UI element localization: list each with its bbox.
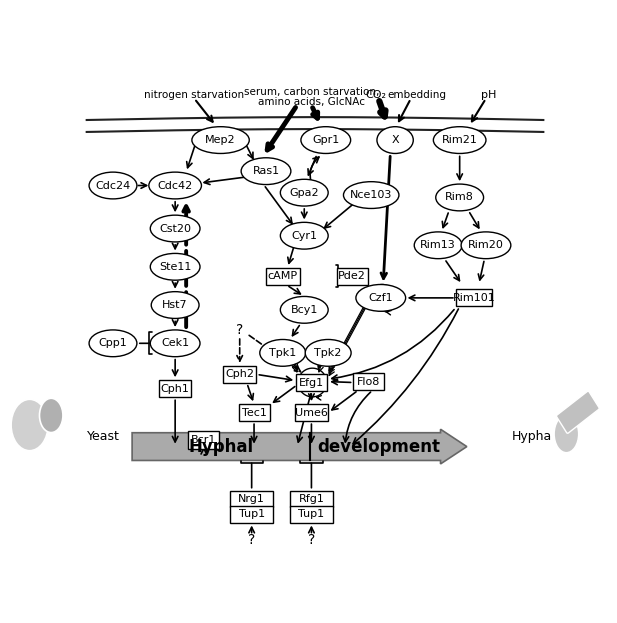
FancyBboxPatch shape — [336, 268, 368, 285]
Ellipse shape — [377, 126, 413, 153]
Text: Ume6: Ume6 — [295, 407, 328, 417]
Text: Rim101: Rim101 — [453, 293, 495, 303]
Text: Rim20: Rim20 — [468, 240, 504, 250]
Text: Rim21: Rim21 — [442, 135, 478, 145]
Ellipse shape — [554, 415, 579, 453]
FancyBboxPatch shape — [223, 366, 256, 383]
Text: nitrogen starvation: nitrogen starvation — [144, 90, 244, 100]
Text: Nce103: Nce103 — [350, 190, 392, 200]
Ellipse shape — [344, 182, 399, 209]
Text: X: X — [391, 135, 399, 145]
Text: Hyphal: Hyphal — [188, 437, 253, 455]
Ellipse shape — [280, 222, 328, 249]
Text: Tup1: Tup1 — [239, 510, 265, 520]
Ellipse shape — [151, 330, 200, 357]
FancyBboxPatch shape — [230, 506, 273, 523]
FancyBboxPatch shape — [265, 268, 300, 285]
Ellipse shape — [305, 340, 351, 366]
Text: Nrg1: Nrg1 — [238, 493, 265, 504]
Text: CO₂: CO₂ — [365, 90, 386, 100]
Text: ?: ? — [248, 533, 255, 548]
Text: Hst7: Hst7 — [162, 300, 188, 310]
Text: Pde2: Pde2 — [338, 272, 366, 282]
Text: Tpk2: Tpk2 — [315, 348, 342, 358]
Text: Gpr1: Gpr1 — [312, 135, 339, 145]
FancyBboxPatch shape — [159, 380, 191, 397]
Text: Cph2: Cph2 — [225, 369, 254, 379]
Text: embedding: embedding — [387, 90, 446, 100]
Ellipse shape — [280, 179, 328, 206]
Ellipse shape — [151, 292, 199, 318]
Ellipse shape — [89, 172, 137, 199]
FancyArrow shape — [132, 429, 467, 464]
Ellipse shape — [280, 297, 328, 323]
FancyBboxPatch shape — [456, 289, 492, 307]
Text: Rfg1: Rfg1 — [299, 493, 325, 504]
Text: Rim13: Rim13 — [420, 240, 456, 250]
Text: Tpk1: Tpk1 — [269, 348, 296, 358]
Text: Bcr1: Bcr1 — [191, 435, 217, 445]
Text: Ras1: Ras1 — [252, 166, 280, 176]
Ellipse shape — [151, 215, 200, 242]
Text: Mep2: Mep2 — [205, 135, 236, 145]
Ellipse shape — [192, 126, 249, 153]
Text: Tup1: Tup1 — [299, 510, 325, 520]
Text: Flo8: Flo8 — [357, 376, 381, 386]
Ellipse shape — [151, 254, 200, 280]
Ellipse shape — [260, 340, 305, 366]
Text: Czf1: Czf1 — [368, 293, 393, 303]
Text: Cph1: Cph1 — [160, 384, 189, 394]
Text: Tec1: Tec1 — [242, 407, 267, 417]
FancyBboxPatch shape — [290, 490, 333, 507]
Ellipse shape — [414, 232, 462, 259]
FancyBboxPatch shape — [296, 374, 327, 391]
Ellipse shape — [436, 184, 484, 211]
Text: Cyr1: Cyr1 — [291, 231, 317, 240]
Text: ?: ? — [308, 533, 315, 548]
Ellipse shape — [241, 158, 291, 184]
Text: pH: pH — [481, 90, 496, 100]
Text: Cdc42: Cdc42 — [157, 181, 193, 191]
FancyBboxPatch shape — [290, 506, 333, 523]
FancyBboxPatch shape — [295, 404, 328, 421]
FancyBboxPatch shape — [230, 490, 273, 507]
Text: Bcy1: Bcy1 — [291, 305, 318, 315]
Ellipse shape — [356, 285, 405, 312]
Text: Cek1: Cek1 — [161, 338, 189, 348]
Text: development: development — [317, 437, 440, 455]
Text: Yeast: Yeast — [87, 430, 120, 443]
Ellipse shape — [89, 330, 137, 357]
Text: Ste11: Ste11 — [159, 262, 191, 272]
Text: Hypha: Hypha — [511, 430, 552, 443]
Text: Cst20: Cst20 — [159, 224, 191, 234]
FancyBboxPatch shape — [239, 404, 270, 421]
Text: serum, carbon starvation,: serum, carbon starvation, — [244, 87, 379, 97]
Text: ?: ? — [236, 323, 243, 337]
Ellipse shape — [433, 126, 486, 153]
Text: Gpa2: Gpa2 — [289, 188, 319, 197]
Text: Efg1: Efg1 — [299, 378, 324, 388]
FancyBboxPatch shape — [354, 373, 384, 390]
Ellipse shape — [301, 126, 350, 153]
Text: Cdc24: Cdc24 — [96, 181, 131, 191]
Text: Rim8: Rim8 — [445, 193, 474, 202]
Ellipse shape — [149, 172, 201, 199]
FancyBboxPatch shape — [188, 431, 220, 449]
Ellipse shape — [11, 399, 48, 450]
Ellipse shape — [461, 232, 511, 259]
Ellipse shape — [39, 398, 63, 432]
Text: Cpp1: Cpp1 — [99, 338, 127, 348]
Text: amino acids, GlcNAc: amino acids, GlcNAc — [258, 97, 365, 107]
Text: cAMP: cAMP — [268, 272, 298, 282]
FancyBboxPatch shape — [557, 391, 599, 434]
